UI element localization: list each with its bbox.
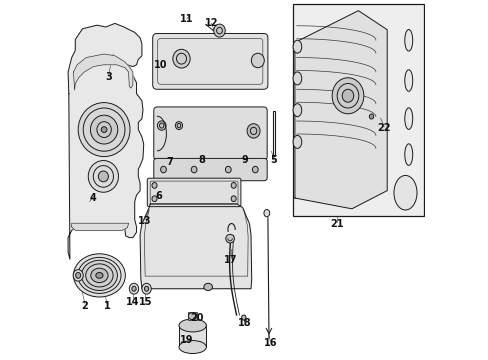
Ellipse shape (73, 254, 125, 297)
Text: 1: 1 (103, 301, 110, 311)
Ellipse shape (404, 144, 412, 165)
Ellipse shape (292, 135, 301, 148)
Ellipse shape (213, 24, 225, 37)
Ellipse shape (90, 115, 118, 144)
Ellipse shape (231, 183, 236, 188)
Text: 9: 9 (242, 155, 248, 165)
FancyBboxPatch shape (153, 107, 266, 160)
Text: 18: 18 (237, 318, 251, 328)
FancyBboxPatch shape (153, 158, 266, 181)
Ellipse shape (142, 283, 151, 294)
Ellipse shape (101, 127, 107, 132)
Ellipse shape (144, 286, 148, 291)
FancyBboxPatch shape (147, 178, 241, 207)
Ellipse shape (157, 121, 166, 130)
Polygon shape (140, 204, 251, 289)
Ellipse shape (91, 268, 108, 283)
Text: 12: 12 (204, 18, 218, 28)
Ellipse shape (331, 78, 363, 114)
Ellipse shape (252, 166, 258, 173)
Text: 7: 7 (166, 157, 173, 167)
Ellipse shape (152, 196, 157, 202)
Text: 10: 10 (154, 60, 167, 70)
Text: 5: 5 (270, 155, 277, 165)
Ellipse shape (172, 49, 190, 68)
Ellipse shape (129, 283, 139, 294)
Text: 14: 14 (126, 297, 140, 307)
Ellipse shape (264, 210, 269, 217)
Ellipse shape (76, 273, 81, 278)
Ellipse shape (188, 312, 197, 320)
Text: 2: 2 (81, 301, 88, 311)
Ellipse shape (88, 161, 118, 192)
Bar (292, 4, 423, 216)
Ellipse shape (241, 315, 245, 320)
Text: 19: 19 (180, 335, 193, 345)
Ellipse shape (203, 283, 212, 291)
Bar (188, 312, 197, 320)
Ellipse shape (179, 341, 206, 354)
Ellipse shape (78, 103, 130, 157)
FancyBboxPatch shape (152, 33, 267, 89)
Text: 8: 8 (198, 155, 205, 165)
Ellipse shape (246, 124, 260, 138)
Ellipse shape (179, 319, 206, 332)
Text: 20: 20 (190, 312, 203, 323)
Ellipse shape (96, 273, 103, 278)
Ellipse shape (292, 72, 301, 85)
Text: 4: 4 (90, 193, 97, 203)
Ellipse shape (393, 175, 416, 210)
Ellipse shape (73, 270, 83, 281)
Ellipse shape (368, 114, 373, 119)
Ellipse shape (81, 260, 117, 291)
Ellipse shape (225, 234, 234, 243)
Ellipse shape (404, 108, 412, 130)
Ellipse shape (404, 70, 412, 91)
Text: 22: 22 (377, 123, 390, 133)
Ellipse shape (231, 196, 236, 202)
Bar (179, 325, 206, 347)
Ellipse shape (152, 183, 157, 188)
Text: 16: 16 (263, 338, 277, 348)
Ellipse shape (98, 171, 108, 182)
Polygon shape (294, 11, 386, 209)
Text: 15: 15 (139, 297, 152, 307)
Text: 21: 21 (330, 219, 344, 229)
Ellipse shape (292, 40, 301, 53)
Polygon shape (68, 23, 143, 259)
Text: 13: 13 (138, 216, 151, 226)
Text: 17: 17 (224, 255, 237, 265)
Ellipse shape (132, 286, 136, 291)
Ellipse shape (191, 166, 197, 173)
Ellipse shape (160, 166, 166, 173)
Bar (272, 111, 275, 156)
Text: 6: 6 (155, 191, 162, 201)
Ellipse shape (251, 53, 264, 68)
Ellipse shape (292, 104, 301, 117)
Text: 11: 11 (180, 14, 193, 24)
Ellipse shape (175, 122, 182, 130)
Ellipse shape (342, 89, 353, 102)
Polygon shape (73, 54, 133, 90)
Polygon shape (72, 223, 128, 230)
Ellipse shape (404, 30, 412, 51)
Ellipse shape (225, 166, 231, 173)
Text: 3: 3 (105, 72, 112, 82)
